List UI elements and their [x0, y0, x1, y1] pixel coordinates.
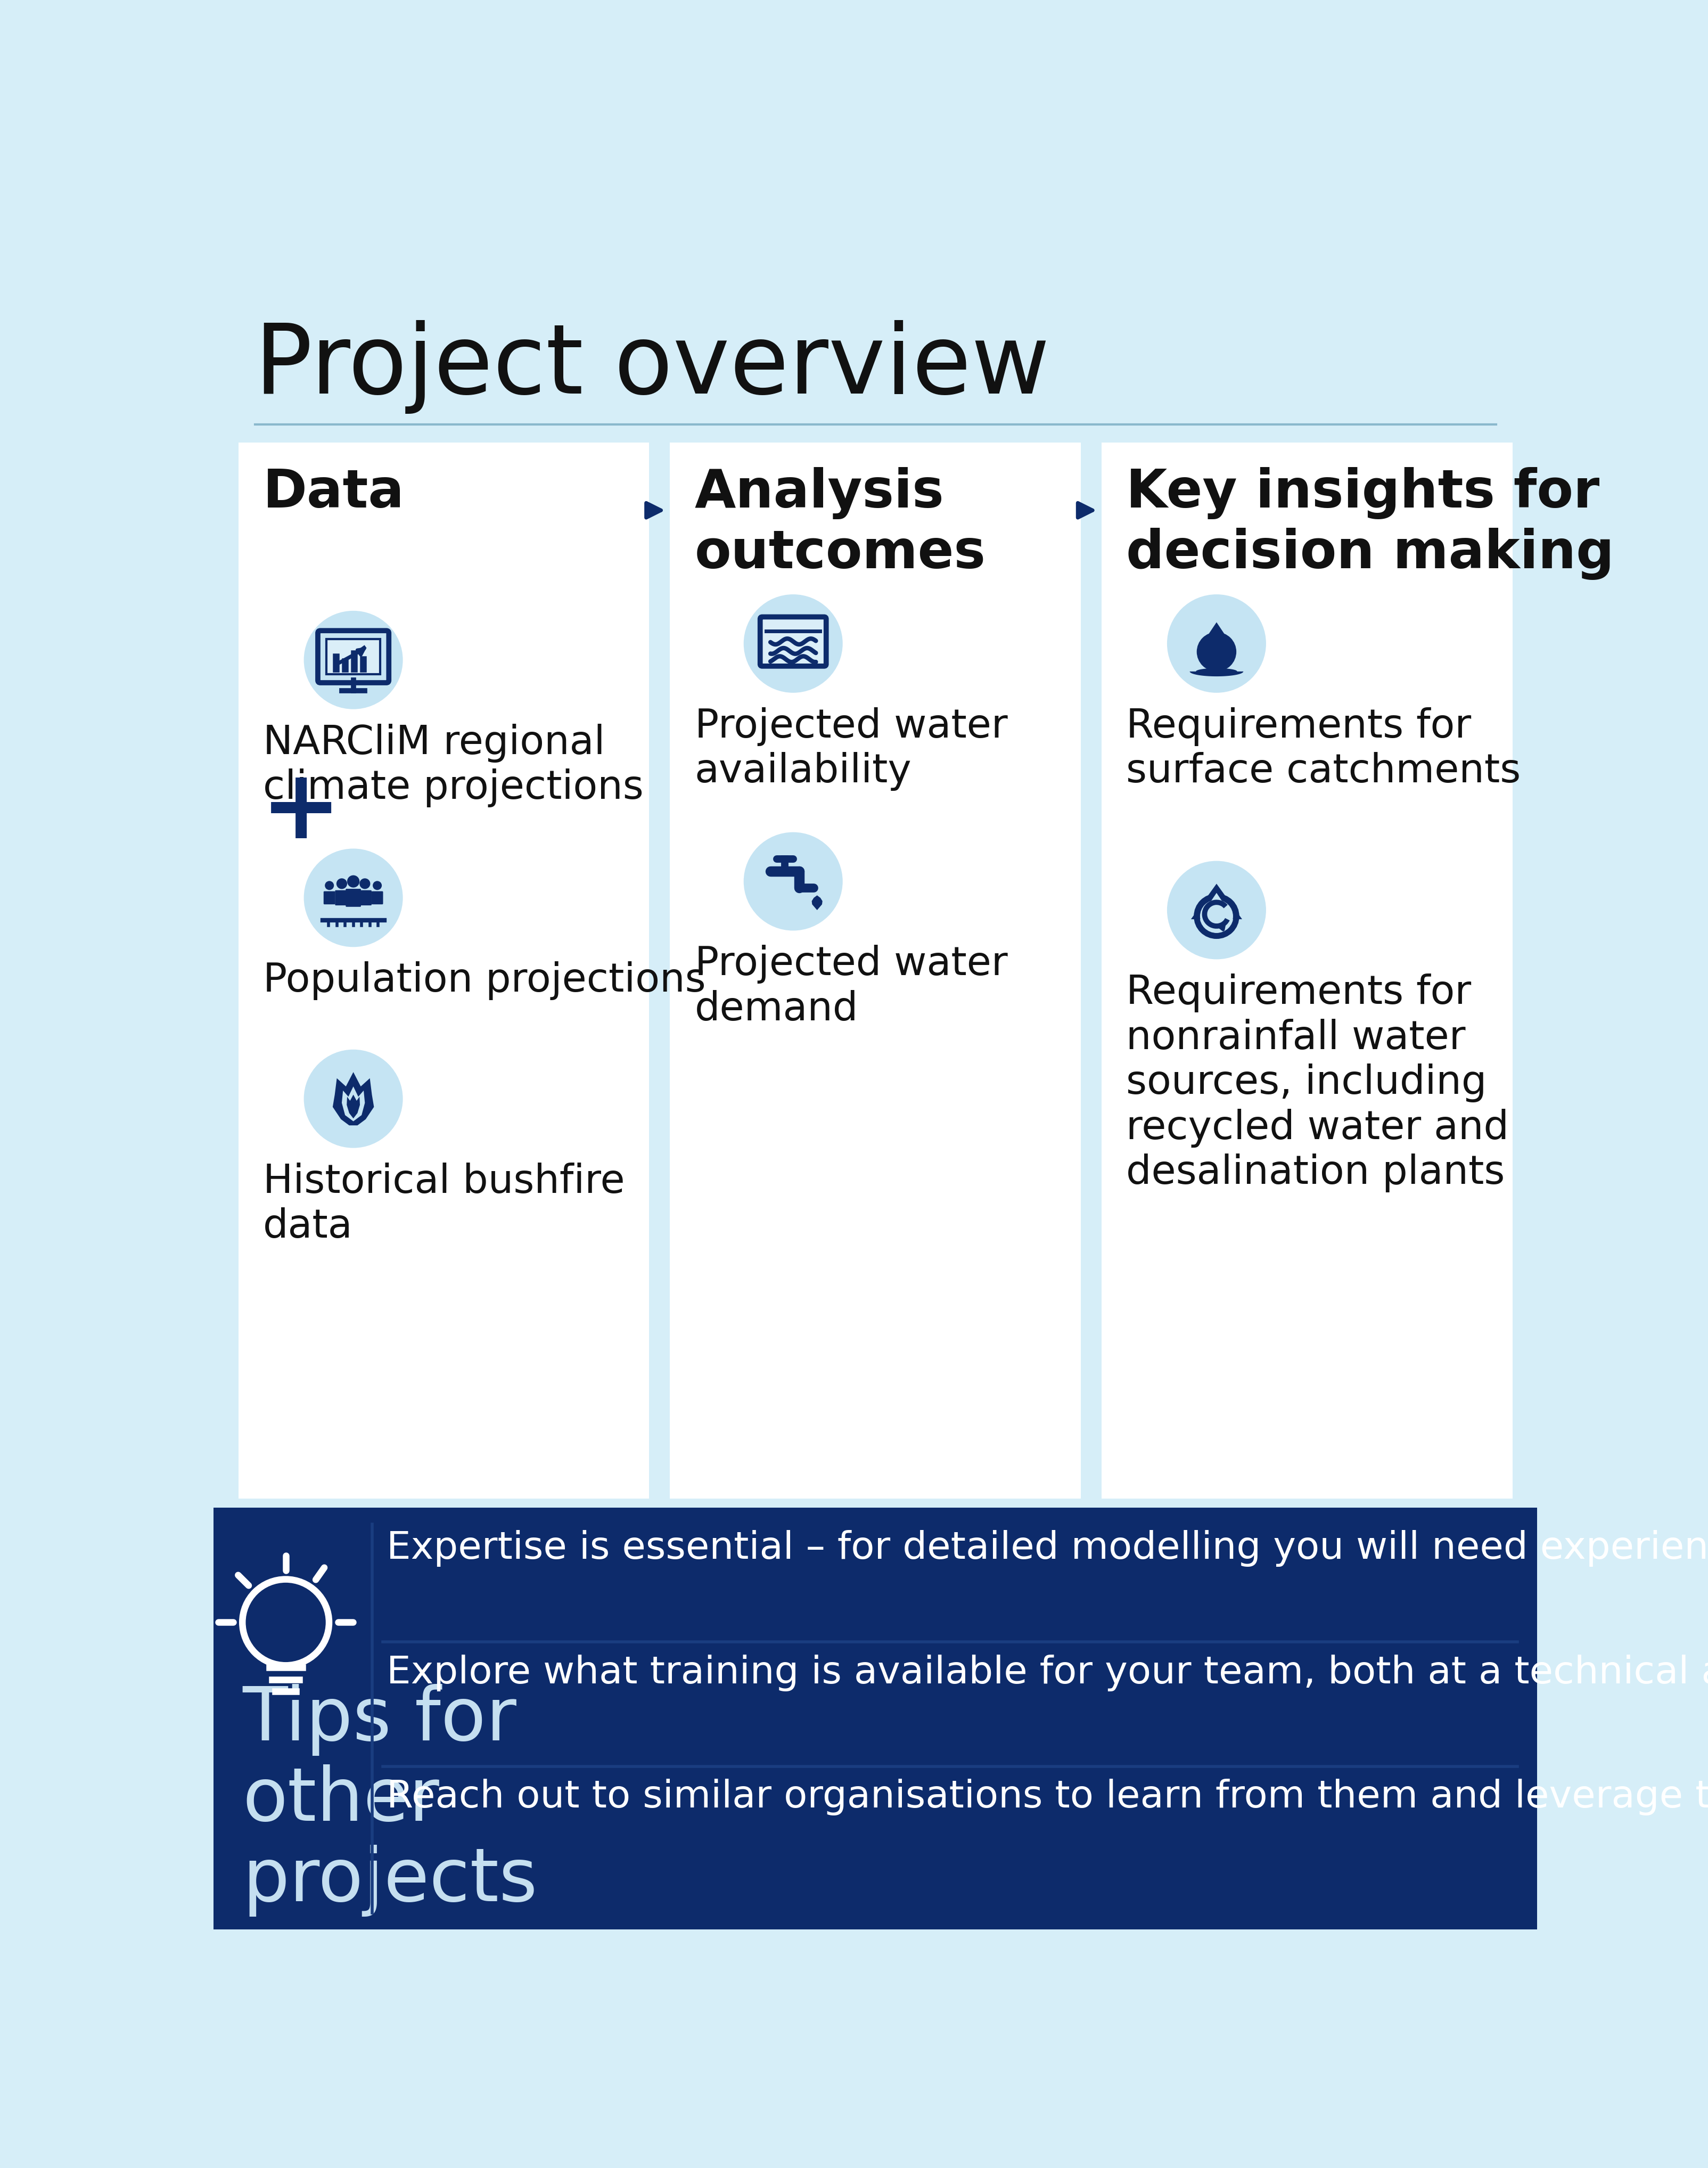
FancyBboxPatch shape	[345, 889, 360, 906]
Text: Historical bushfire
data: Historical bushfire data	[263, 1162, 625, 1247]
Text: +: +	[261, 765, 342, 859]
Text: Explore what training is available for your team, both at a technical and policy: Explore what training is available for y…	[386, 1654, 1708, 1691]
Text: Projected water
demand: Projected water demand	[695, 945, 1008, 1030]
Text: Reach out to similar organisations to learn from them and leverage their work to: Reach out to similar organisations to le…	[386, 1778, 1708, 1815]
FancyBboxPatch shape	[760, 618, 827, 666]
Text: Project overview: Project overview	[254, 321, 1050, 414]
Text: Requirements for
nonrainfall water
sources, including
recycled water and
desalin: Requirements for nonrainfall water sourc…	[1126, 973, 1510, 1192]
Circle shape	[325, 880, 335, 891]
Circle shape	[743, 594, 842, 694]
Text: Tips for
other
projects: Tips for other projects	[243, 1685, 538, 1917]
Circle shape	[336, 878, 347, 889]
FancyBboxPatch shape	[323, 891, 335, 904]
Circle shape	[347, 876, 359, 887]
Polygon shape	[1190, 668, 1243, 676]
Polygon shape	[1197, 622, 1237, 653]
FancyBboxPatch shape	[371, 891, 383, 904]
Text: Key insights for
decision making: Key insights for decision making	[1126, 468, 1614, 579]
Text: Projected water
availability: Projected water availability	[695, 707, 1008, 791]
Circle shape	[304, 611, 403, 709]
Circle shape	[1201, 900, 1233, 932]
Polygon shape	[333, 1073, 374, 1125]
Circle shape	[372, 880, 383, 891]
FancyBboxPatch shape	[214, 1507, 1537, 1930]
Text: Analysis
outcomes: Analysis outcomes	[695, 468, 986, 579]
Circle shape	[743, 833, 842, 930]
Circle shape	[304, 848, 403, 947]
Circle shape	[304, 1049, 403, 1147]
Text: NARCliM regional
climate projections: NARCliM regional climate projections	[263, 724, 644, 806]
FancyBboxPatch shape	[335, 891, 348, 906]
Text: Data: Data	[263, 468, 405, 518]
Circle shape	[1167, 861, 1266, 958]
FancyBboxPatch shape	[318, 631, 389, 683]
Polygon shape	[342, 1086, 366, 1121]
FancyBboxPatch shape	[1102, 442, 1513, 1498]
Circle shape	[1197, 633, 1237, 672]
Circle shape	[359, 878, 371, 889]
FancyBboxPatch shape	[326, 640, 381, 674]
Text: Requirements for
surface catchments: Requirements for surface catchments	[1126, 707, 1520, 791]
Polygon shape	[811, 895, 823, 911]
Polygon shape	[347, 1095, 360, 1119]
Text: Expertise is essential – for detailed modelling you will need experienced data m: Expertise is essential – for detailed mo…	[386, 1531, 1708, 1567]
FancyBboxPatch shape	[237, 442, 649, 1498]
Text: Population projections: Population projections	[263, 960, 705, 999]
FancyBboxPatch shape	[670, 442, 1081, 1498]
Polygon shape	[1201, 893, 1231, 917]
Circle shape	[1167, 594, 1266, 694]
FancyBboxPatch shape	[359, 891, 372, 906]
